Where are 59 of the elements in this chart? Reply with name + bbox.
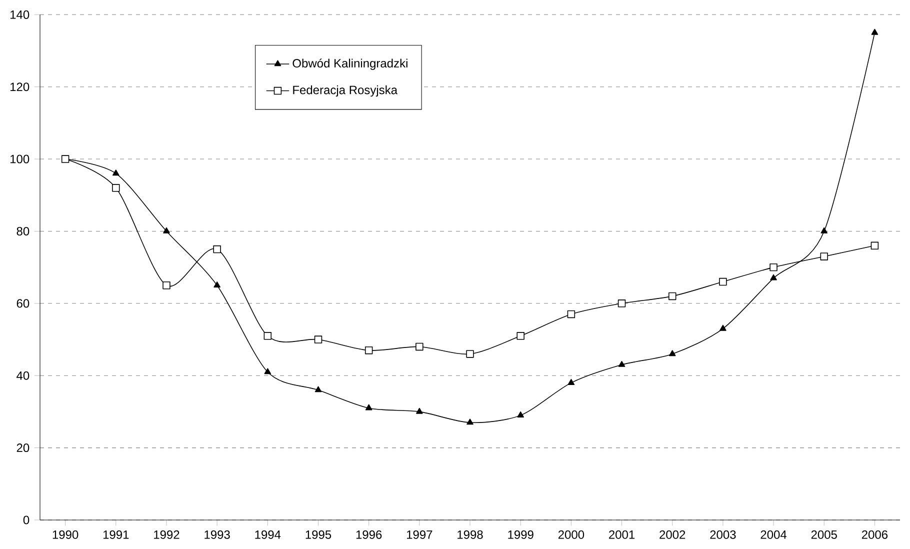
y-tick-label: 20 xyxy=(16,444,30,452)
point xyxy=(618,300,626,308)
x-tick-label: 1991 xyxy=(103,530,129,539)
point xyxy=(516,332,524,340)
y-tick-label: 0 xyxy=(23,516,30,524)
point xyxy=(213,245,221,254)
point xyxy=(618,360,626,367)
point xyxy=(870,242,879,250)
point xyxy=(719,278,727,286)
point xyxy=(214,282,220,288)
legend-label: Federacja Rosyjska xyxy=(293,85,398,97)
legend-label: Obwód Kaliningradzki xyxy=(292,58,408,70)
point xyxy=(517,411,524,418)
x-tick-label: 1993 xyxy=(204,530,230,539)
x-tick-label: 1996 xyxy=(356,530,382,539)
point xyxy=(163,227,170,234)
x-tick-label: 2004 xyxy=(760,530,787,539)
point xyxy=(112,170,120,176)
point xyxy=(466,350,474,358)
point xyxy=(466,418,474,425)
point xyxy=(871,28,878,35)
point xyxy=(264,368,272,374)
point xyxy=(264,332,272,340)
point xyxy=(820,252,828,260)
x-tick-label: 1999 xyxy=(508,530,534,539)
point xyxy=(416,342,424,351)
x-tick-label: 2006 xyxy=(862,530,888,539)
point xyxy=(668,292,676,300)
x-tick-label: 1997 xyxy=(406,530,432,539)
x-tick-label: 2001 xyxy=(609,530,635,539)
point xyxy=(365,404,372,410)
point xyxy=(162,282,170,290)
x-tick-label: 1990 xyxy=(52,530,78,539)
point xyxy=(568,378,575,385)
point xyxy=(112,184,120,192)
point xyxy=(567,310,576,318)
point xyxy=(770,274,777,280)
point xyxy=(720,324,726,331)
y-tick-label: 40 xyxy=(16,371,30,380)
y-tick-label: 60 xyxy=(16,299,30,308)
x-tick-label: 2005 xyxy=(811,530,837,539)
point xyxy=(364,346,373,354)
point xyxy=(314,336,322,344)
y-tick-label: 140 xyxy=(10,10,30,19)
point xyxy=(820,227,828,234)
point xyxy=(314,386,322,392)
x-tick-label: 2000 xyxy=(558,530,584,539)
point xyxy=(668,350,676,356)
y-tick-label: 100 xyxy=(10,154,30,164)
y-tick-label: 80 xyxy=(16,226,30,236)
x-tick-label: 1998 xyxy=(458,530,483,539)
x-tick-label: 1992 xyxy=(154,530,180,539)
y-tick-label: 120 xyxy=(10,82,30,92)
x-tick-label: 1995 xyxy=(306,530,332,539)
point xyxy=(416,408,423,414)
x-tick-label: 2003 xyxy=(710,530,736,539)
point xyxy=(770,263,778,272)
x-tick-label: 1994 xyxy=(255,530,281,539)
x-tick-label: 2002 xyxy=(660,530,686,539)
